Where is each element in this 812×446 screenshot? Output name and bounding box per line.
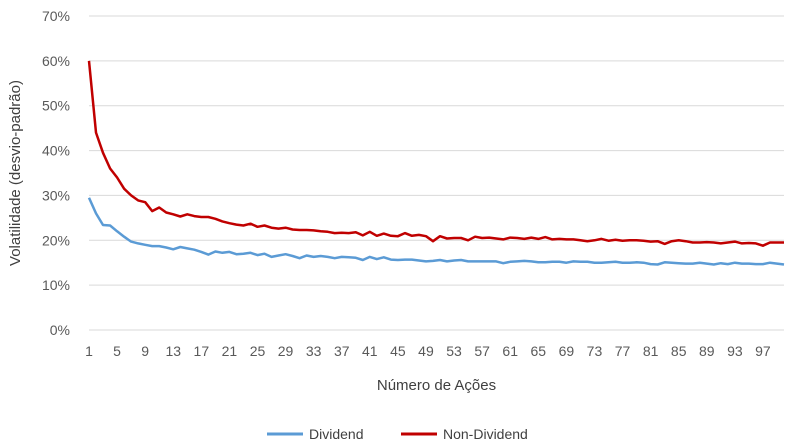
series-line-dividend <box>87 197 785 266</box>
x-tick-label: 97 <box>755 343 771 359</box>
x-tick-label: 61 <box>502 343 518 359</box>
x-tick-label: 1 <box>85 343 93 359</box>
x-tick-label: 5 <box>113 343 121 359</box>
x-tick-label: 77 <box>615 343 631 359</box>
series-lines <box>87 60 785 266</box>
gridlines <box>89 15 784 331</box>
x-tick-label: 13 <box>165 343 181 359</box>
x-tick-label: 45 <box>390 343 406 359</box>
y-axis-ticks: 0% 10% 20% 30% 40% 50% 60% 70% <box>42 8 70 338</box>
x-tick-label: 49 <box>418 343 434 359</box>
x-tick-label: 37 <box>334 343 350 359</box>
legend-label-non-dividend: Non-Dividend <box>443 426 528 442</box>
x-tick-label: 85 <box>671 343 687 359</box>
x-axis-title: Número de Ações <box>377 377 496 394</box>
y-tick-label: 70% <box>42 8 70 24</box>
x-tick-label: 41 <box>362 343 378 359</box>
y-tick-label: 10% <box>42 277 70 293</box>
legend: Dividend Non-Dividend <box>267 426 528 442</box>
x-tick-label: 81 <box>643 343 659 359</box>
legend-label-dividend: Dividend <box>309 426 363 442</box>
x-tick-label: 57 <box>474 343 490 359</box>
x-axis-ticks: 1 5 9 13 17 21 25 29 33 37 41 45 49 53 57 61 65 69 73 77 81 8… <box>85 343 771 359</box>
x-tick-label: 21 <box>222 343 238 359</box>
x-tick-label: 89 <box>699 343 715 359</box>
x-tick-label: 33 <box>306 343 322 359</box>
x-tick-label: 69 <box>559 343 575 359</box>
x-tick-label: 65 <box>531 343 547 359</box>
y-tick-label: 60% <box>42 53 70 69</box>
x-tick-label: 17 <box>194 343 210 359</box>
x-tick-label: 9 <box>141 343 149 359</box>
x-tick-label: 29 <box>278 343 294 359</box>
y-axis-title: Volatilidade (desvio-padrão) <box>7 80 24 266</box>
y-tick-label: 50% <box>42 98 70 114</box>
x-tick-label: 73 <box>587 343 603 359</box>
y-tick-label: 20% <box>42 232 70 248</box>
x-tick-label: 53 <box>446 343 462 359</box>
y-tick-label: 40% <box>42 143 70 159</box>
x-tick-label: 25 <box>250 343 266 359</box>
x-tick-label: 93 <box>727 343 743 359</box>
y-tick-label: 30% <box>42 187 70 203</box>
y-tick-label: 0% <box>50 322 70 338</box>
series-line-non-dividend <box>87 60 784 247</box>
